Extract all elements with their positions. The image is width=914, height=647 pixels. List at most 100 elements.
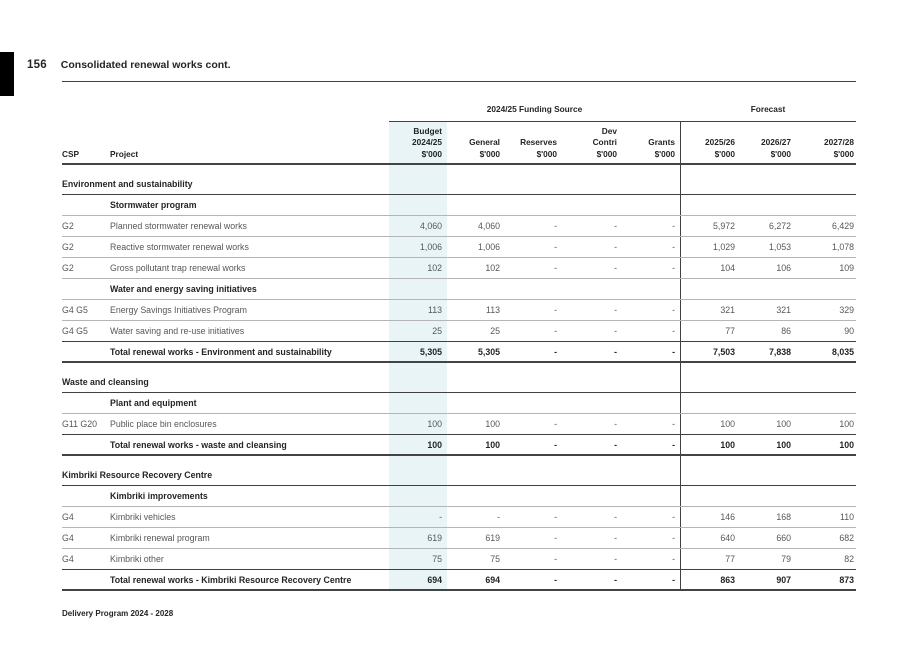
value-dev_contri: -: [614, 242, 617, 252]
column-header-fy2025_26: 2025/26 $'000: [705, 137, 735, 159]
value-general: 25: [490, 326, 500, 336]
value-fy2027_28: 100: [839, 419, 854, 429]
value-general: 694: [485, 574, 500, 585]
subheader-row: Water and energy saving initiatives: [62, 279, 856, 300]
csp-code: G4 G5: [62, 326, 88, 336]
total-row: Total renewal works - Kimbriki Resource …: [62, 570, 856, 591]
project-row: G4 Kimbriki other 75 75 - - - 77 79 82: [62, 549, 856, 570]
renewal-works-table: 2024/25 Funding Source Forecast CSP Proje…: [62, 96, 856, 591]
value-fy2027_28: 682: [839, 533, 854, 543]
value-general: 100: [485, 439, 500, 450]
value-general: 75: [490, 554, 500, 564]
column-header-grants: Grants $'000: [648, 137, 675, 159]
project-row: G2 Gross pollutant trap renewal works 102 1…: [62, 258, 856, 279]
value-fy2026_27: 168: [776, 512, 791, 522]
value-grants: -: [672, 221, 675, 231]
subheader-row: Stormwater program: [62, 195, 856, 216]
column-header-reserves: Reserves $'000: [520, 137, 557, 159]
project-name: Total renewal works - Kimbriki Resource …: [110, 574, 352, 585]
value-budget: 25: [432, 326, 442, 336]
project-name: Stormwater program: [110, 200, 197, 210]
value-fy2027_28: 329: [839, 305, 854, 315]
value-dev_contri: -: [614, 346, 617, 357]
spacer-row: [62, 363, 856, 372]
value-fy2025_26: 321: [720, 305, 735, 315]
total-row: Total renewal works - Environment and su…: [62, 342, 856, 363]
value-dev_contri: -: [614, 263, 617, 273]
project-row: G2 Planned stormwater renewal works 4,060 4…: [62, 216, 856, 237]
page-edge-tab: [0, 52, 14, 96]
value-grants: -: [672, 574, 675, 585]
value-fy2026_27: 6,272: [768, 221, 791, 231]
column-header-fy2027_28: 2027/28 $'000: [824, 137, 854, 159]
value-fy2026_27: 321: [776, 305, 791, 315]
value-fy2026_27: 100: [776, 439, 791, 450]
column-header-project: Project: [110, 148, 139, 159]
project-row: G11 G20 Public place bin enclosures 100 100…: [62, 414, 856, 435]
value-reserves: -: [554, 574, 557, 585]
value-budget: 4,060: [419, 221, 442, 231]
value-grants: -: [672, 326, 675, 336]
project-name: Public place bin enclosures: [110, 419, 217, 429]
value-fy2025_26: 1,029: [712, 242, 735, 252]
section-title: Waste and cleansing: [62, 377, 149, 387]
section-header-row: Waste and cleansing: [62, 372, 856, 393]
group-header-underline: [389, 121, 856, 122]
funding-source-group-header: 2024/25 Funding Source: [486, 104, 583, 114]
project-name: Kimbriki improvements: [110, 491, 208, 501]
project-row: G4 G5 Energy Savings Initiatives Program 1…: [62, 300, 856, 321]
page-number: 156: [27, 59, 47, 71]
project-row: G2 Reactive stormwater renewal works 1,006…: [62, 237, 856, 258]
value-budget: 102: [427, 263, 442, 273]
value-general: -: [497, 512, 500, 522]
csp-code: G11 G20: [62, 419, 98, 429]
value-general: 113: [485, 305, 500, 315]
column-header-csp: CSP: [62, 148, 80, 159]
value-fy2026_27: 1,053: [768, 242, 791, 252]
value-dev_contri: -: [614, 305, 617, 315]
page-title: Consolidated renewal works cont.: [60, 59, 231, 71]
value-fy2025_26: 640: [720, 533, 735, 543]
project-name: Planned stormwater renewal works: [110, 221, 247, 231]
value-reserves: -: [554, 242, 557, 252]
value-reserves: -: [554, 305, 557, 315]
value-dev_contri: -: [614, 533, 617, 543]
value-fy2027_28: 1,078: [831, 242, 854, 252]
value-dev_contri: -: [614, 512, 617, 522]
value-general: 5,305: [477, 346, 500, 357]
value-grants: -: [672, 346, 675, 357]
section-header-row: Environment and sustainability: [62, 174, 856, 195]
project-name: Kimbriki vehicles: [110, 512, 176, 522]
value-fy2025_26: 863: [720, 574, 735, 585]
project-name: Kimbriki renewal program: [110, 533, 210, 543]
value-dev_contri: -: [614, 554, 617, 564]
value-fy2027_28: 8,035: [831, 346, 854, 357]
value-dev_contri: -: [614, 221, 617, 231]
value-fy2026_27: 100: [776, 419, 791, 429]
value-fy2025_26: 146: [720, 512, 735, 522]
value-fy2027_28: 109: [839, 263, 854, 273]
value-fy2026_27: 79: [781, 554, 791, 564]
value-fy2027_28: 873: [839, 574, 854, 585]
value-fy2025_26: 104: [720, 263, 735, 273]
page-footer: Delivery Program 2024 - 2028: [62, 609, 174, 618]
column-header-budget: Budget 2024/25 $'000: [412, 125, 442, 159]
project-row: G4 Kimbriki renewal program 619 619 - - - 640 66…: [62, 528, 856, 549]
value-budget: -: [439, 512, 442, 522]
section-title: Kimbriki Resource Recovery Centre: [62, 470, 213, 480]
value-budget: 1,006: [419, 242, 442, 252]
project-name: Plant and equipment: [110, 398, 197, 408]
subheader-row: Plant and equipment: [62, 393, 856, 414]
csp-code: G4: [62, 533, 74, 543]
value-dev_contri: -: [614, 439, 617, 450]
value-grants: -: [672, 305, 675, 315]
table-header-row: CSP Project Budget 2024/25 $'000 General $'000…: [62, 122, 856, 165]
budget-column-highlight: [389, 122, 447, 591]
value-fy2025_26: 100: [720, 439, 735, 450]
value-general: 100: [485, 419, 500, 429]
value-grants: -: [672, 554, 675, 564]
value-fy2025_26: 77: [725, 326, 735, 336]
column-header-fy2026_27: 2026/27 $'000: [761, 137, 791, 159]
column-header-dev_contri: Dev Contri $'000: [592, 125, 617, 159]
project-name: Energy Savings Initiatives Program: [110, 305, 247, 315]
